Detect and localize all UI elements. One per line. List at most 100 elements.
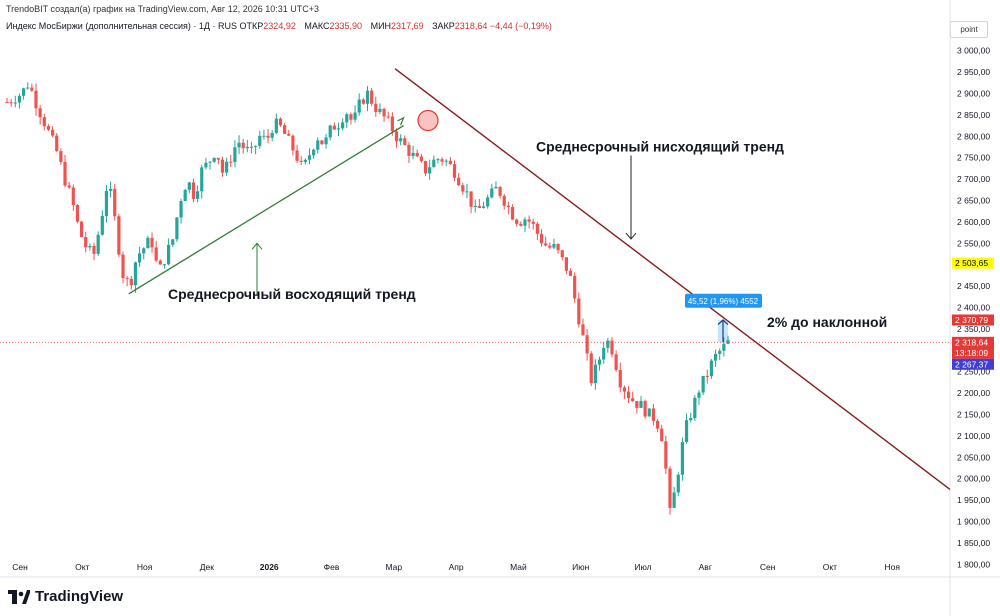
y-tick-label: 2 900,00 — [957, 89, 990, 99]
candle-body — [233, 147, 237, 162]
candle-body — [626, 391, 631, 399]
y-tick-label: 1 850,00 — [957, 538, 990, 548]
price-tag-label: 2 503,65 — [955, 258, 988, 268]
candle-body — [237, 142, 241, 148]
symbol-name: Индекс МосБиржи (дополнительная сессия) … — [6, 21, 238, 31]
candle-body — [602, 347, 606, 360]
candle-body — [399, 138, 403, 142]
candle-body — [664, 441, 668, 469]
y-tick-label: 2 600,00 — [957, 217, 990, 227]
y-tick-label: 2 250,00 — [957, 367, 990, 377]
candle-body — [390, 116, 394, 132]
candle-body — [684, 420, 689, 443]
candle-body — [539, 233, 544, 244]
candle-body — [5, 102, 9, 104]
candle-body — [436, 159, 440, 161]
x-tick-label: Фев — [324, 562, 340, 572]
candle-body — [486, 197, 490, 207]
x-tick-label: Июл — [634, 562, 651, 572]
candle-body — [353, 112, 357, 120]
x-tick-label: Сен — [12, 562, 28, 572]
x-tick-label: Ноя — [884, 562, 900, 572]
candle-body — [635, 401, 639, 408]
candle-body — [593, 364, 598, 384]
candle-body — [63, 162, 67, 186]
candle-body — [668, 468, 672, 508]
candle-body — [643, 400, 647, 417]
candle-body — [71, 187, 75, 206]
candle-body — [278, 118, 283, 126]
candle-body — [419, 156, 423, 162]
candle-body — [689, 418, 693, 421]
candle-body — [171, 239, 175, 245]
close-value: 2318,64 −4,44 (−0,19%) — [454, 21, 552, 31]
candle-body — [320, 140, 324, 145]
y-tick-label: 2 700,00 — [957, 174, 990, 184]
low-value: 2317,69 — [391, 21, 424, 31]
candle-body — [407, 144, 411, 156]
candle-body — [258, 135, 262, 146]
candle-body — [13, 102, 17, 104]
candle-body — [709, 360, 714, 377]
candle-body — [585, 335, 589, 354]
y-tick-label: 2 200,00 — [957, 388, 990, 398]
candle-body — [481, 206, 486, 209]
candle-body — [324, 137, 328, 145]
candle-body — [622, 387, 627, 392]
open-value: 2324,92 — [263, 21, 296, 31]
y-tick-label: 2 800,00 — [957, 131, 990, 141]
candle-body — [270, 132, 274, 138]
candle-body — [241, 142, 245, 149]
candle-body — [680, 442, 685, 475]
candle-body — [158, 260, 162, 265]
candle-body — [394, 131, 399, 142]
candle-body — [432, 159, 436, 168]
candle-body — [457, 177, 461, 186]
candle-body — [461, 185, 465, 192]
candle-body — [651, 408, 656, 421]
candle-body — [370, 90, 374, 104]
price-tag — [952, 257, 994, 269]
candle-body — [519, 223, 523, 226]
candle-body — [50, 129, 55, 136]
candle-body — [411, 152, 415, 156]
candle-body — [639, 400, 643, 408]
candle-body — [108, 188, 113, 191]
candle-body — [564, 257, 568, 271]
y-tick-label: 2 000,00 — [957, 474, 990, 484]
candle-body — [341, 122, 345, 129]
candle-body — [249, 146, 254, 148]
y-tick-label: 1 900,00 — [957, 517, 990, 527]
candle-body — [133, 262, 138, 286]
y-tick-label: 1 950,00 — [957, 495, 990, 505]
candle-body — [295, 150, 299, 161]
price-tag-label: 2 318,64 — [955, 337, 988, 347]
candle-body — [490, 188, 494, 198]
x-tick-label: 2026 — [260, 562, 279, 572]
y-tick-label: 2 400,00 — [957, 303, 990, 313]
candle-body — [647, 408, 651, 417]
candle-body — [502, 195, 506, 206]
uptrend-line — [128, 125, 404, 295]
y-tick-label: 2 850,00 — [957, 110, 990, 120]
price-tag — [952, 314, 994, 326]
candle-body — [307, 155, 312, 160]
candle-body — [137, 253, 142, 263]
x-tick-label: Апр — [449, 562, 464, 572]
candle-body — [21, 88, 26, 96]
close-label: ЗАКР — [432, 21, 455, 31]
candle-body — [510, 207, 515, 220]
x-tick-label: Ноя — [137, 562, 153, 572]
candle-body — [465, 191, 469, 193]
tradingview-logo: TradingView — [8, 588, 123, 605]
high-value: 2335,90 — [329, 21, 363, 31]
candle-body — [374, 103, 378, 112]
candle-body — [535, 223, 539, 234]
breakout-marker — [417, 109, 439, 132]
candle-body — [220, 159, 225, 173]
candle-body — [38, 108, 42, 118]
uptrend-pointer-head — [251, 242, 263, 250]
candle-body — [614, 354, 618, 371]
candle-body — [266, 135, 270, 138]
